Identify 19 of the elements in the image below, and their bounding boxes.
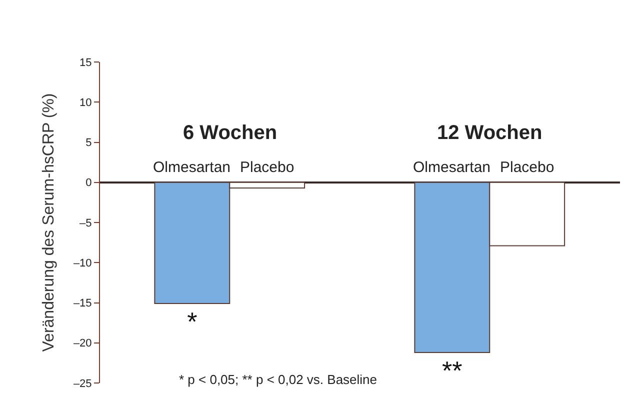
y-tick-label: –20 xyxy=(73,338,92,350)
y-tick-label: 15 xyxy=(80,56,92,69)
annotation: 12 Wochen xyxy=(437,122,542,144)
annotation: 6 Wochen xyxy=(183,122,278,144)
y-tick-label: –5 xyxy=(80,217,92,230)
data-label: * xyxy=(187,306,198,337)
y-tick-label: –15 xyxy=(73,298,92,310)
y-axis-title: Veränderung des Serum-hsCRP (%) xyxy=(40,93,58,352)
x-tick-label: Placebo xyxy=(240,159,294,176)
y-tick-label: 10 xyxy=(80,96,92,109)
y-tick-label: 0 xyxy=(86,177,92,190)
x-tick-label: Olmesartan xyxy=(413,159,491,176)
annotation: * p < 0,05; ** p < 0,02 vs. Baseline xyxy=(179,372,378,387)
data-label: ** xyxy=(442,356,462,386)
y-tick-label: 5 xyxy=(86,137,92,150)
y-tick-label: –25 xyxy=(73,378,92,390)
x-tick-label: Olmesartan xyxy=(153,159,231,176)
x-tick-label: Placebo xyxy=(500,159,554,176)
y-tick-label: –10 xyxy=(73,257,92,270)
